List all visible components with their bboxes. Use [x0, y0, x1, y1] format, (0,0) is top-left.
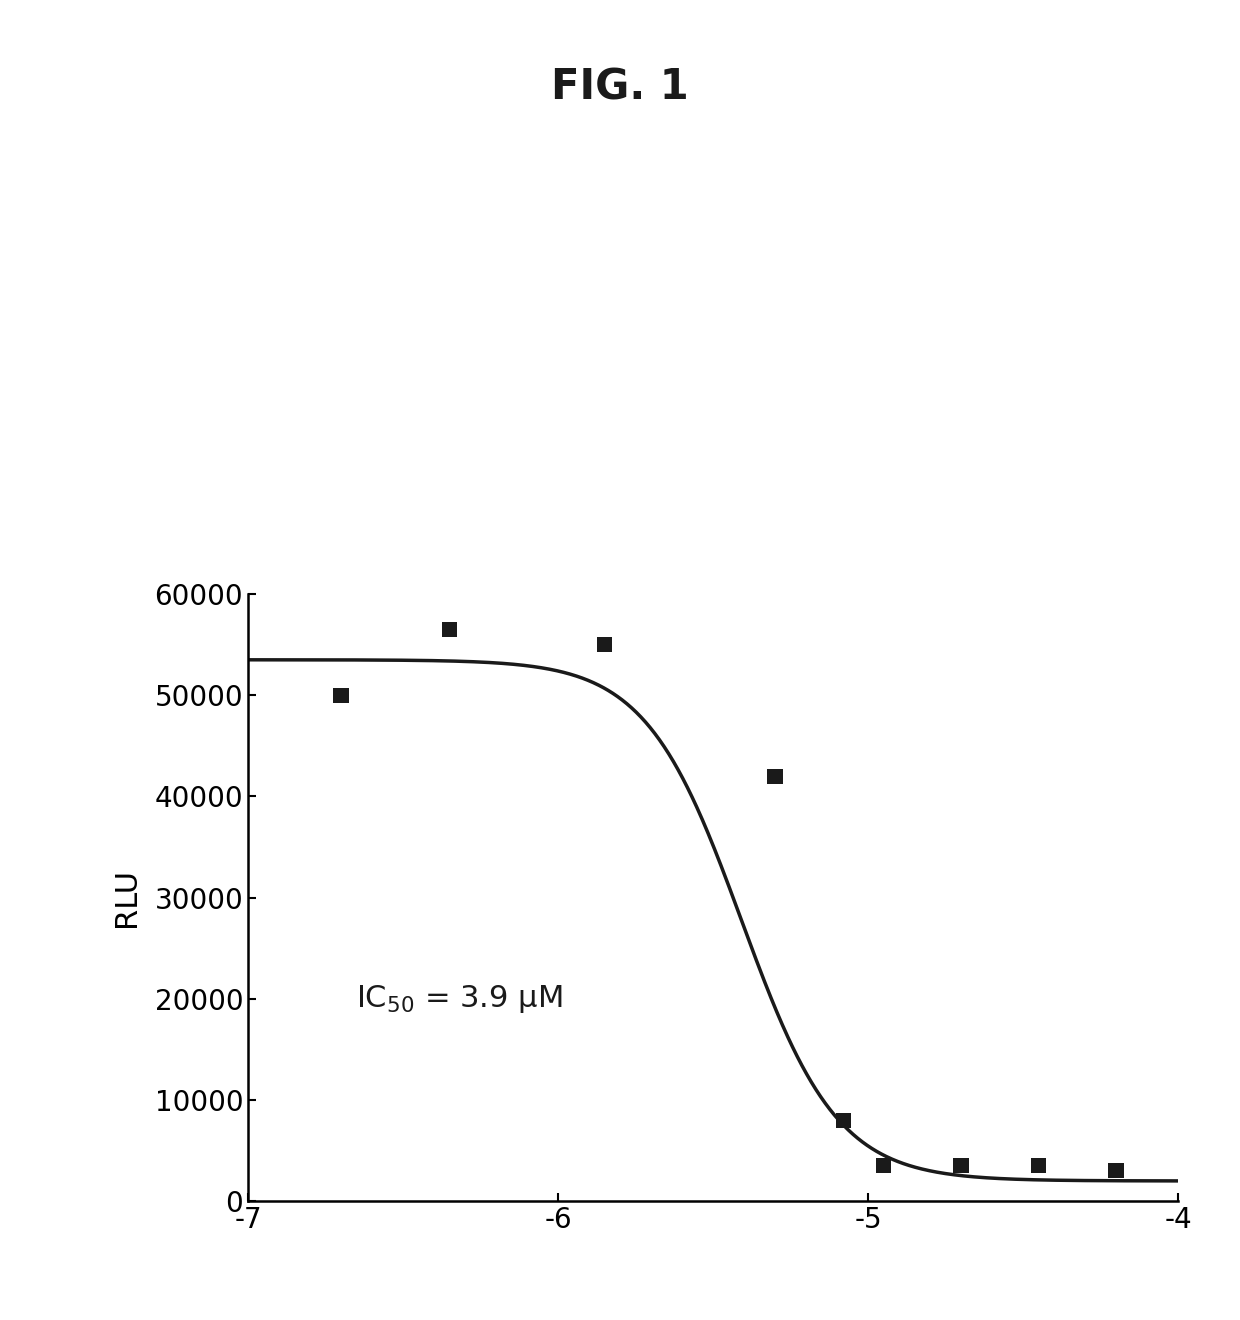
Point [873, 1155, 893, 1176]
Point [439, 619, 459, 640]
Point [331, 685, 351, 706]
Point [594, 634, 614, 655]
Point [1106, 1160, 1126, 1181]
Point [833, 1110, 853, 1131]
Point [765, 766, 785, 787]
Point [1028, 1155, 1048, 1176]
Y-axis label: RLU: RLU [112, 869, 140, 927]
Text: IC$_{50}$ = 3.9 μM: IC$_{50}$ = 3.9 μM [356, 983, 563, 1015]
Text: FIG. 1: FIG. 1 [551, 66, 689, 108]
Point [951, 1155, 971, 1176]
